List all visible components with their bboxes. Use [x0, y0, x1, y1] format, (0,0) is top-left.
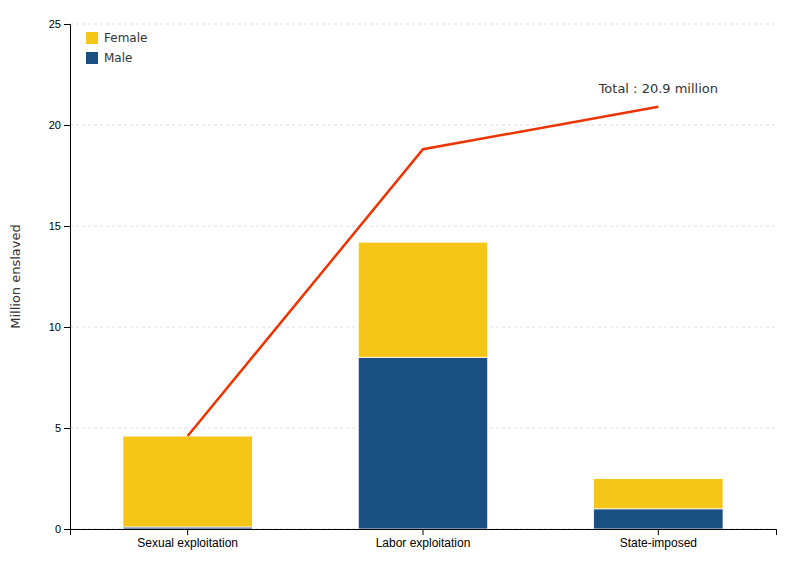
legend-swatch — [86, 52, 98, 64]
y-tick: 25 — [49, 18, 70, 30]
axis-domain — [71, 530, 777, 536]
chart: 0 5 10 15 20 25 Sexual exploitation Labor explo… — [0, 0, 800, 573]
y-tick-mark — [64, 327, 70, 328]
y-tick: 10 — [49, 321, 70, 333]
x-tick: Labor exploitation — [376, 529, 471, 550]
x-tick-mark — [423, 529, 424, 535]
y-tick-mark — [64, 24, 70, 25]
x-axis: Sexual exploitation Labor exploitation Sta… — [71, 529, 777, 550]
grid-line — [70, 24, 776, 25]
bar — [594, 479, 723, 509]
line — [188, 107, 659, 436]
legend-item: Female — [86, 31, 147, 45]
y-tick-label: 10 — [49, 321, 61, 333]
axis-domain — [64, 25, 71, 530]
y-tick-mark — [64, 125, 70, 126]
texts: Total : 20.9 million — [598, 81, 718, 96]
y-tick-label: 5 — [55, 422, 61, 434]
x-tick: State-imposed — [620, 529, 697, 550]
grid-line — [70, 226, 776, 227]
x-tick-label: Sexual exploitation — [137, 536, 238, 550]
legend-label: Male — [104, 51, 132, 65]
y-axis: 0 5 10 15 20 25 — [49, 18, 71, 535]
x-tick-label: Labor exploitation — [376, 536, 471, 550]
annotation: Total : 20.9 million — [598, 81, 718, 96]
x-tick-mark — [658, 529, 659, 535]
legend: Female Male — [86, 31, 147, 65]
grid — [70, 24, 776, 529]
grid-line — [70, 125, 776, 126]
y-tick: 5 — [55, 422, 70, 434]
bar — [123, 436, 252, 527]
legend-swatch — [86, 32, 98, 44]
y-tick-label: 20 — [49, 119, 61, 131]
x-tick-mark — [187, 529, 188, 535]
y-axis-title: Million enslaved — [8, 224, 23, 329]
y-tick: 15 — [49, 220, 70, 232]
legend-item: Male — [86, 51, 132, 65]
x-tick: Sexual exploitation — [137, 529, 238, 550]
marks — [123, 107, 723, 529]
bar — [594, 509, 723, 529]
y-tick-label: 25 — [49, 18, 61, 30]
y-tick-label: 15 — [49, 220, 61, 232]
bar — [358, 357, 487, 529]
chart-container: 0 5 10 15 20 25 Sexual exploitation Labor explo… — [0, 0, 800, 573]
y-tick: 20 — [49, 119, 70, 131]
y-tick-mark — [64, 226, 70, 227]
y-tick-mark — [64, 428, 70, 429]
x-tick-label: State-imposed — [620, 536, 697, 550]
y-tick-label: 0 — [55, 523, 61, 535]
legend-label: Female — [104, 31, 147, 45]
y-tick: 0 — [55, 523, 70, 535]
y-tick-mark — [64, 529, 70, 530]
bar — [358, 242, 487, 357]
plot: 0 5 10 15 20 25 Sexual exploitation Labor explo… — [49, 18, 777, 550]
